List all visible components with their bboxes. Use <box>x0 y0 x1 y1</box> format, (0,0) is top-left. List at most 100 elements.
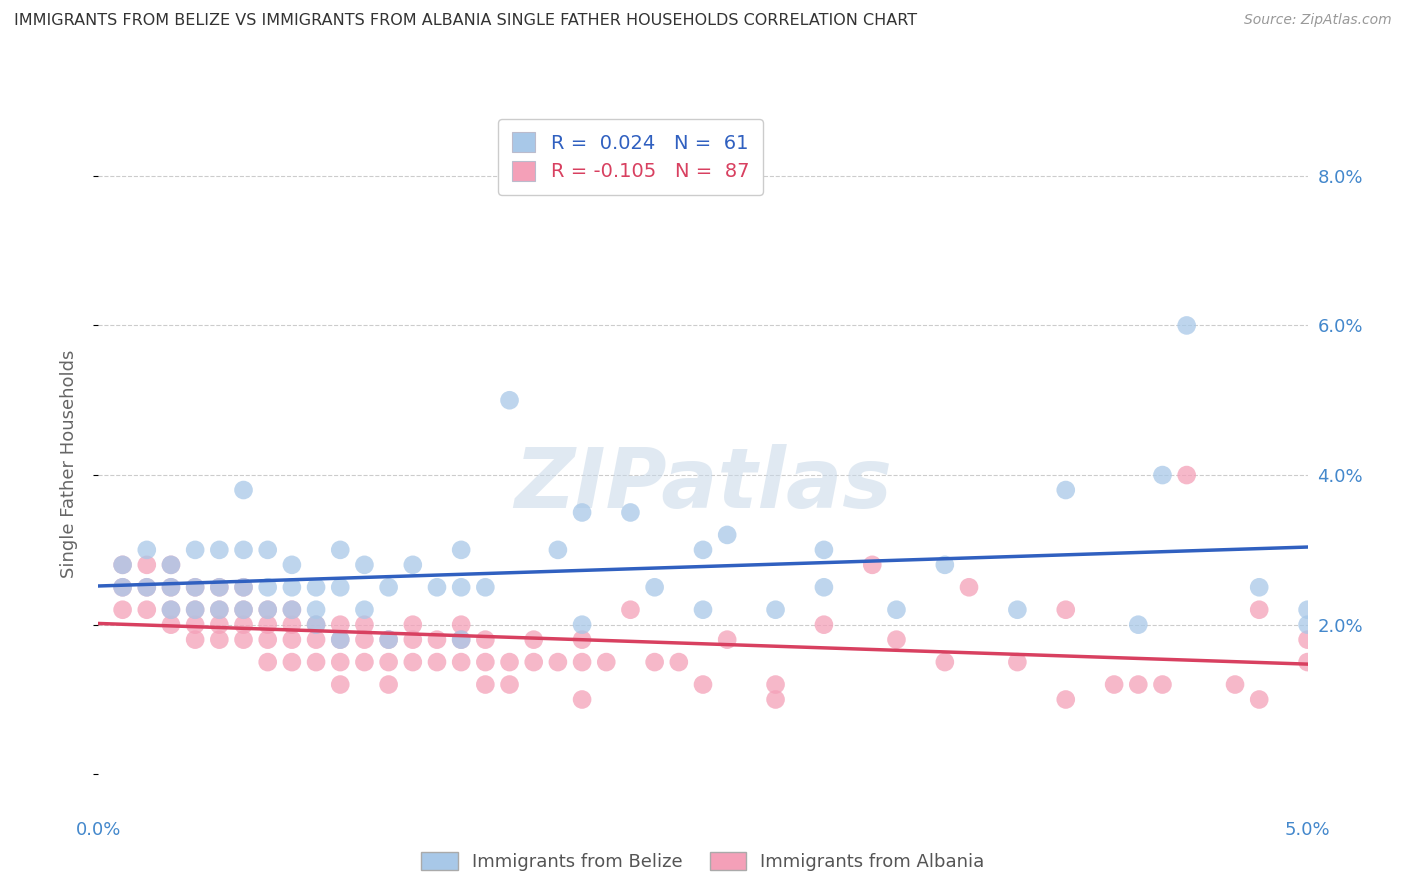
Point <box>450 580 472 594</box>
Point <box>353 617 375 632</box>
Legend: Immigrants from Belize, Immigrants from Albania: Immigrants from Belize, Immigrants from … <box>415 845 991 879</box>
Point <box>498 677 520 691</box>
Point <box>256 617 278 632</box>
Point <box>256 542 278 557</box>
Point <box>353 632 375 647</box>
Point <box>208 580 231 594</box>
Point <box>1249 580 1271 594</box>
Point <box>450 617 472 632</box>
Point <box>232 617 254 632</box>
Point <box>232 580 254 594</box>
Point <box>1152 468 1174 483</box>
Point <box>595 655 617 669</box>
Point <box>135 580 157 594</box>
Point <box>305 617 328 632</box>
Point <box>208 603 231 617</box>
Point <box>1223 677 1246 691</box>
Point <box>1102 677 1125 691</box>
Point <box>208 617 231 632</box>
Point <box>208 580 231 594</box>
Point <box>1296 632 1319 647</box>
Point <box>135 558 157 572</box>
Point <box>377 580 399 594</box>
Point <box>644 580 666 594</box>
Point <box>474 632 496 647</box>
Point <box>184 603 207 617</box>
Point <box>377 632 399 647</box>
Point <box>402 655 425 669</box>
Point <box>571 617 593 632</box>
Point <box>426 655 449 669</box>
Point <box>523 632 546 647</box>
Text: Source: ZipAtlas.com: Source: ZipAtlas.com <box>1244 13 1392 28</box>
Point <box>860 558 883 572</box>
Point <box>232 603 254 617</box>
Point <box>184 580 207 594</box>
Point <box>377 632 399 647</box>
Point <box>450 655 472 669</box>
Point <box>498 655 520 669</box>
Point <box>426 632 449 647</box>
Point <box>256 632 278 647</box>
Point <box>934 655 956 669</box>
Text: IMMIGRANTS FROM BELIZE VS IMMIGRANTS FROM ALBANIA SINGLE FATHER HOUSEHOLDS CORRE: IMMIGRANTS FROM BELIZE VS IMMIGRANTS FRO… <box>14 13 917 29</box>
Point <box>232 603 254 617</box>
Point <box>668 655 690 669</box>
Point <box>329 632 352 647</box>
Point <box>426 580 449 594</box>
Point <box>305 580 328 594</box>
Point <box>692 542 714 557</box>
Point <box>716 632 738 647</box>
Point <box>813 617 835 632</box>
Point <box>256 603 278 617</box>
Point <box>135 542 157 557</box>
Point <box>934 558 956 572</box>
Point <box>281 580 304 594</box>
Point <box>160 617 183 632</box>
Point <box>1007 603 1029 617</box>
Point <box>232 632 254 647</box>
Point <box>450 632 472 647</box>
Point <box>1249 692 1271 706</box>
Point <box>765 603 787 617</box>
Point <box>184 632 207 647</box>
Point <box>1249 603 1271 617</box>
Point <box>329 655 352 669</box>
Point <box>281 603 304 617</box>
Point <box>184 603 207 617</box>
Point <box>305 655 328 669</box>
Point <box>281 603 304 617</box>
Point <box>886 632 908 647</box>
Point <box>1007 655 1029 669</box>
Point <box>1296 655 1319 669</box>
Point <box>547 542 569 557</box>
Point <box>377 655 399 669</box>
Point <box>474 677 496 691</box>
Point <box>523 655 546 669</box>
Point <box>353 603 375 617</box>
Point <box>619 603 641 617</box>
Point <box>256 655 278 669</box>
Point <box>474 580 496 594</box>
Point <box>256 580 278 594</box>
Point <box>329 677 352 691</box>
Point <box>232 483 254 497</box>
Point <box>232 542 254 557</box>
Point <box>450 632 472 647</box>
Point <box>353 655 375 669</box>
Point <box>160 558 183 572</box>
Point <box>305 632 328 647</box>
Point <box>450 542 472 557</box>
Legend: R =  0.024   N =  61, R = -0.105   N =  87: R = 0.024 N = 61, R = -0.105 N = 87 <box>498 119 763 194</box>
Point <box>571 506 593 520</box>
Point <box>111 558 134 572</box>
Point <box>184 617 207 632</box>
Point <box>111 580 134 594</box>
Point <box>377 677 399 691</box>
Point <box>111 558 134 572</box>
Point <box>644 655 666 669</box>
Point <box>1054 692 1077 706</box>
Point <box>571 655 593 669</box>
Point <box>547 655 569 669</box>
Point <box>402 632 425 647</box>
